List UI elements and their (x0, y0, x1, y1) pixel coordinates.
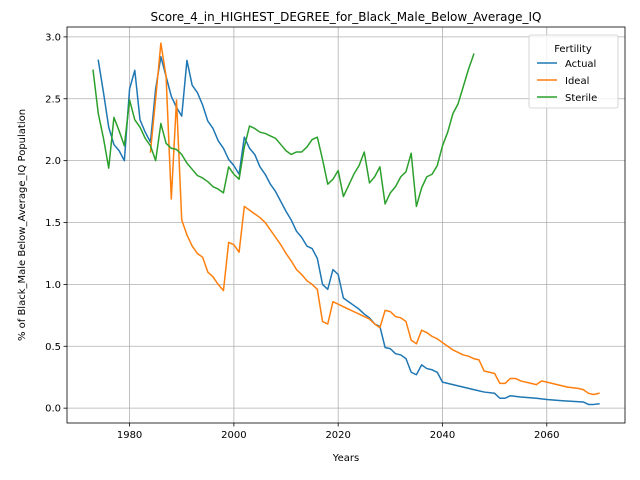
legend-label-ideal: Ideal (565, 76, 589, 87)
y-tick-label: 1.0 (45, 280, 61, 291)
series-line-actual (97, 55, 600, 406)
plot-area-frame (66, 26, 626, 424)
series-line-sterile (92, 53, 475, 208)
series-line-ideal (149, 42, 600, 396)
series-lines (92, 42, 600, 406)
legend-label-actual: Actual (565, 59, 596, 70)
legend: Fertility Actual Ideal Sterile (528, 34, 619, 109)
chart-title: Score_4_in_HIGHEST_DEGREE_for_Black_Male… (151, 10, 542, 24)
legend-box (528, 34, 619, 109)
x-tick-label: 2020 (325, 430, 350, 441)
y-tick-label: 2.0 (45, 156, 61, 167)
x-tick-label: 2000 (221, 430, 246, 441)
x-tick-label: 2060 (534, 430, 559, 441)
y-tick-label: 2.5 (45, 94, 61, 105)
y-tick-label: 3.0 (45, 32, 61, 43)
x-tick-label: 2040 (430, 430, 455, 441)
axis-ticks: 1980 2000 2020 2040 2060 0.0 0.5 1.0 1.5 2.0 2.5 3.… (45, 32, 559, 441)
y-axis-label: % of Black_Male Below_Average_IQ Populat… (17, 109, 28, 341)
y-tick-label: 0.0 (45, 404, 61, 415)
y-tick-label: 1.5 (45, 218, 61, 229)
x-axis-label: Years (332, 453, 359, 464)
y-tick-label: 0.5 (45, 342, 61, 353)
x-tick-label: 1980 (117, 430, 142, 441)
legend-label-sterile: Sterile (565, 93, 597, 104)
legend-title: Fertility (554, 44, 592, 55)
